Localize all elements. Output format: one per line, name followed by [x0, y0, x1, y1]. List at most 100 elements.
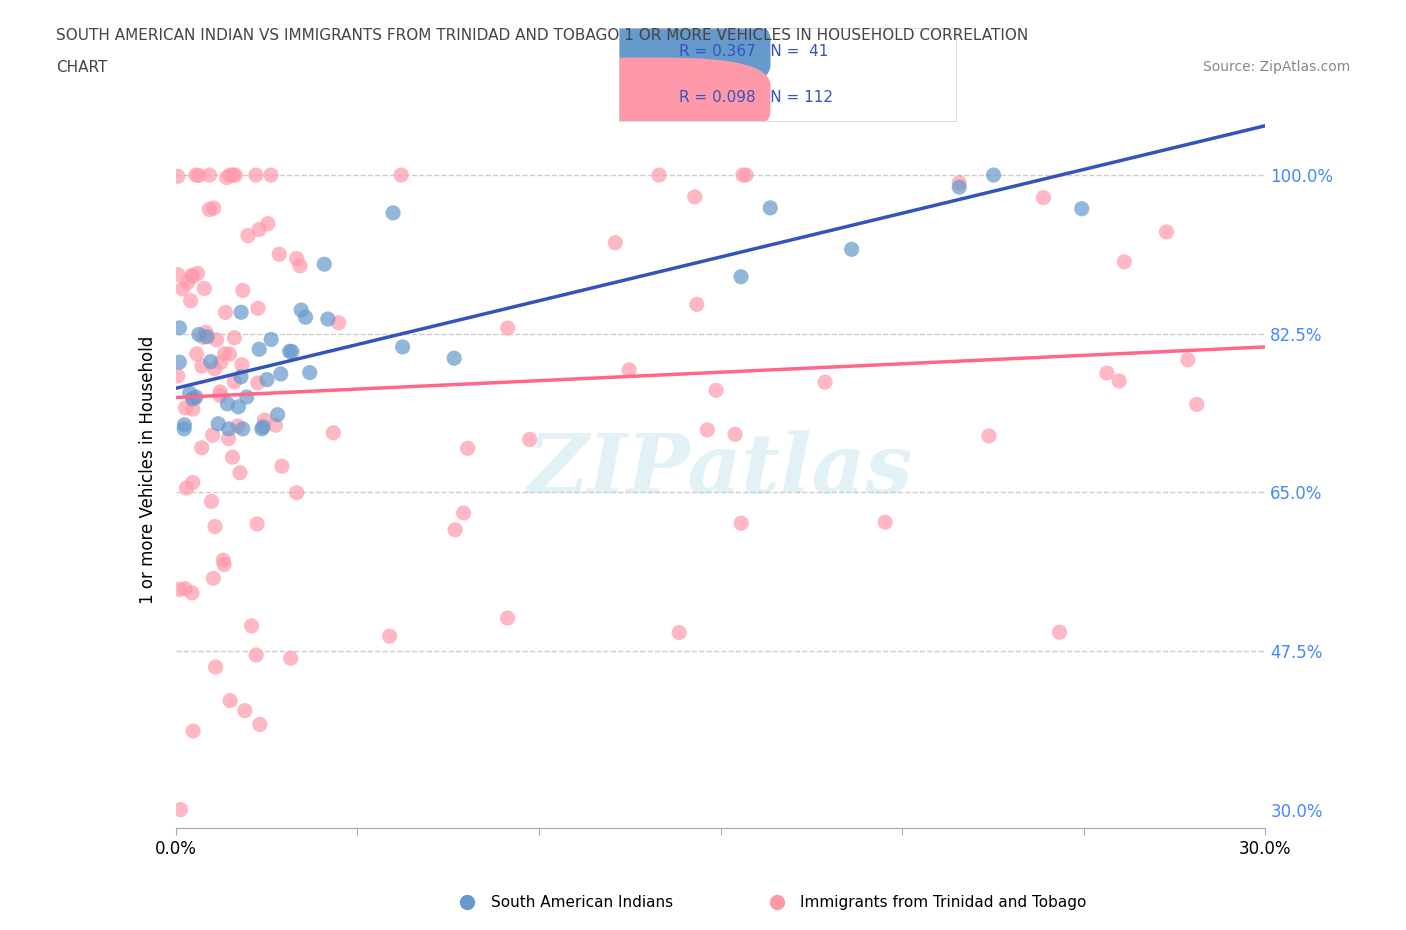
- Point: [1156, 224, 1178, 239]
- Text: CHART: CHART: [56, 60, 108, 75]
- Point: [166, 267, 188, 282]
- Point: [226, 418, 249, 433]
- Point: [389, 167, 412, 182]
- Point: [200, 494, 222, 509]
- Text: SOUTH AMERICAN INDIAN VS IMMIGRANTS FROM TRINIDAD AND TOBAGO 1 OR MORE VEHICLES : SOUTH AMERICAN INDIAN VS IMMIGRANTS FROM…: [56, 28, 1029, 43]
- Point: [1185, 397, 1208, 412]
- Point: [204, 362, 226, 377]
- Point: [443, 351, 465, 365]
- Point: [181, 269, 204, 284]
- Point: [212, 552, 235, 567]
- Point: [841, 242, 863, 257]
- Point: [181, 724, 204, 738]
- Point: [252, 419, 274, 434]
- Point: [288, 259, 311, 273]
- Point: [187, 168, 209, 183]
- Point: [191, 359, 214, 374]
- Point: [245, 647, 267, 662]
- Point: [378, 629, 401, 644]
- Point: [229, 305, 252, 320]
- Point: [264, 418, 287, 432]
- Point: [246, 300, 269, 315]
- Point: [224, 375, 246, 390]
- Point: [1108, 374, 1130, 389]
- Point: [298, 365, 321, 380]
- Point: [730, 516, 752, 531]
- Point: [209, 384, 232, 399]
- Point: [668, 625, 690, 640]
- Point: [271, 458, 294, 473]
- Point: [198, 202, 221, 217]
- Point: [496, 321, 519, 336]
- Point: [228, 399, 250, 414]
- Text: South American Indians: South American Indians: [491, 895, 673, 910]
- Point: [218, 421, 240, 436]
- Point: [187, 327, 209, 342]
- Point: [519, 432, 541, 447]
- Point: [260, 167, 283, 182]
- Point: [181, 392, 204, 406]
- Point: [278, 344, 301, 359]
- Point: [173, 418, 195, 432]
- Point: [195, 329, 218, 344]
- Point: [266, 407, 288, 422]
- Point: [232, 421, 254, 436]
- Point: [247, 222, 270, 237]
- Point: [648, 167, 671, 182]
- Point: [1114, 255, 1136, 270]
- Point: [256, 372, 278, 387]
- Text: Source: ZipAtlas.com: Source: ZipAtlas.com: [1202, 60, 1350, 74]
- Point: [948, 179, 970, 194]
- Point: [221, 450, 243, 465]
- Point: [232, 283, 254, 298]
- Point: [202, 201, 225, 216]
- Point: [1070, 201, 1092, 216]
- Point: [391, 339, 413, 354]
- Point: [605, 235, 627, 250]
- Point: [453, 506, 475, 521]
- Point: [759, 201, 782, 216]
- Point: [316, 312, 339, 326]
- Point: [683, 190, 706, 205]
- Point: [731, 167, 754, 182]
- Point: [186, 266, 208, 281]
- Point: [214, 346, 236, 361]
- Point: [176, 275, 198, 290]
- Point: [444, 523, 467, 538]
- Point: [247, 342, 270, 357]
- Point: [285, 485, 308, 500]
- Point: [172, 281, 194, 296]
- Point: [236, 390, 259, 405]
- Point: [169, 803, 191, 817]
- Text: ZIPatlas: ZIPatlas: [527, 430, 914, 510]
- Point: [181, 586, 204, 601]
- Point: [169, 354, 191, 369]
- Point: [176, 481, 198, 496]
- Point: [457, 441, 479, 456]
- Point: [253, 413, 276, 428]
- Point: [814, 375, 837, 390]
- Point: [217, 396, 239, 411]
- Text: Immigrants from Trinidad and Tobago: Immigrants from Trinidad and Tobago: [800, 895, 1087, 910]
- Point: [166, 169, 188, 184]
- Point: [205, 332, 228, 347]
- Point: [236, 228, 259, 243]
- Point: [219, 693, 242, 708]
- Point: [1177, 352, 1199, 367]
- Point: [174, 581, 197, 596]
- Point: [270, 366, 292, 381]
- Point: [269, 246, 291, 261]
- Point: [246, 516, 269, 531]
- Text: R = 0.098   N = 112: R = 0.098 N = 112: [679, 90, 834, 105]
- Point: [245, 167, 267, 182]
- Point: [290, 302, 312, 317]
- Point: [735, 167, 758, 182]
- Point: [212, 557, 235, 572]
- Point: [181, 475, 204, 490]
- Point: [294, 310, 316, 325]
- Point: [179, 386, 201, 401]
- Point: [180, 268, 202, 283]
- Point: [184, 390, 207, 405]
- Point: [730, 270, 752, 285]
- Point: [983, 167, 1005, 182]
